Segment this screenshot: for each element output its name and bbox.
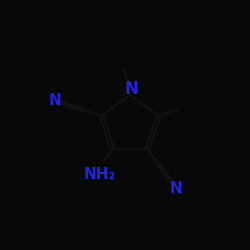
Text: NH₂: NH₂ [84,167,116,182]
Text: N: N [49,93,62,108]
Text: N: N [170,181,183,196]
Text: N: N [124,80,138,98]
